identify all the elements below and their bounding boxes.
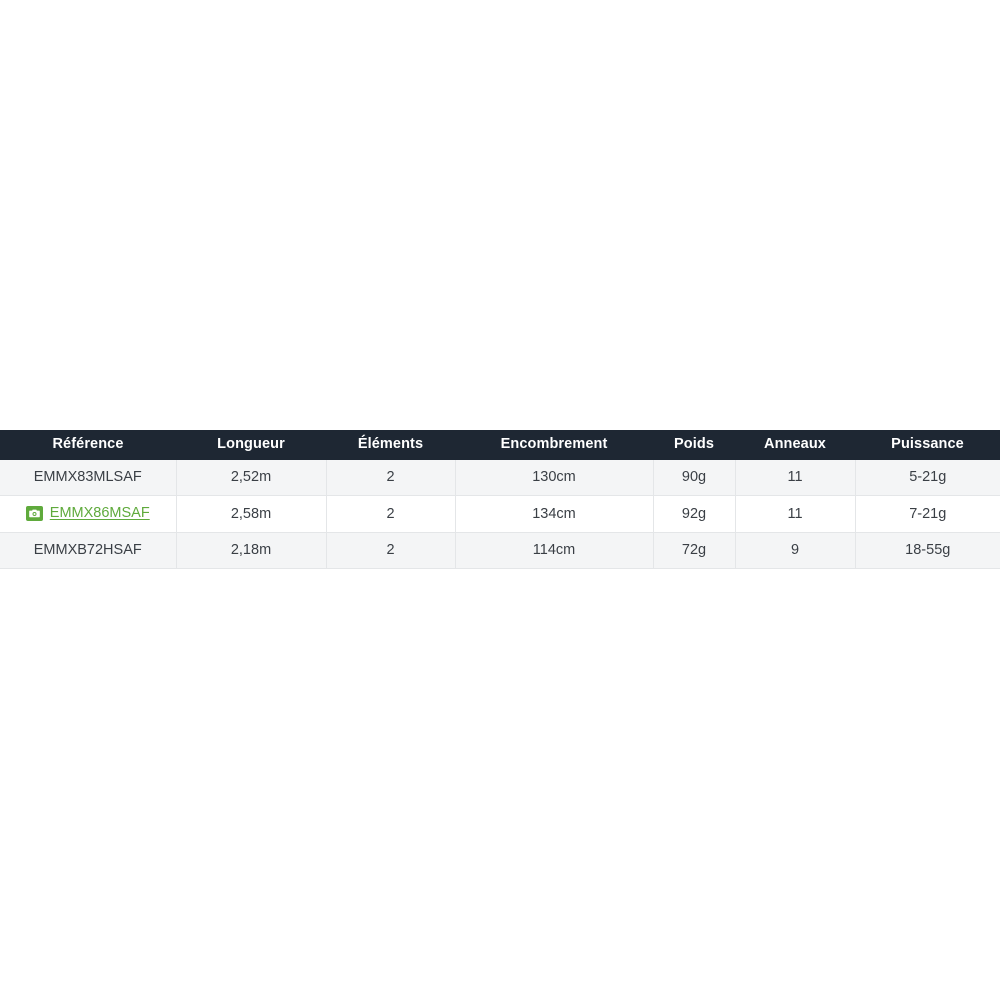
column-header-elements: Éléments xyxy=(357,436,424,452)
column-header-encombrement: Encombrement xyxy=(500,436,608,452)
cell-elements: 2 xyxy=(326,495,456,533)
cell-longueur: 2,52m xyxy=(176,460,327,496)
table-row: EMMX83MLSAF 2,52m 2 130cm 90g 11 5-21g xyxy=(0,460,1000,496)
table-body: EMMX83MLSAF 2,52m 2 130cm 90g 11 5-21g xyxy=(0,460,1000,569)
camera-icon[interactable] xyxy=(25,506,43,521)
cell-encombrement: 134cm xyxy=(455,495,654,533)
cell-puissance: 7-21g xyxy=(855,495,1000,533)
column-header-longueur: Longueur xyxy=(217,436,285,452)
cell-poids: 72g xyxy=(653,532,736,569)
column-header-anneaux: Anneaux xyxy=(764,436,826,452)
reference-text: EMMXB72HSAF xyxy=(33,542,142,558)
cell-longueur: 2,18m xyxy=(176,532,327,569)
cell-reference: EMMX83MLSAF xyxy=(0,460,177,496)
column-header-reference: Référence xyxy=(52,436,124,452)
table-row: EMMX86MSAF 2,58m 2 134cm 92g 11 7-21g xyxy=(0,495,1000,533)
cell-anneaux: 9 xyxy=(735,532,856,569)
column-header-poids: Poids xyxy=(674,436,714,452)
cell-encombrement: 130cm xyxy=(455,460,654,496)
column-header-puissance: Puissance xyxy=(891,436,964,452)
cell-elements: 2 xyxy=(326,532,456,569)
specifications-table: Référence Longueur Éléments Encombrement… xyxy=(0,430,1000,569)
reference-text: EMMX83MLSAF xyxy=(33,469,142,485)
spec-table-container: Référence Longueur Éléments Encombrement… xyxy=(0,430,1000,569)
reference-link[interactable]: EMMX86MSAF xyxy=(49,505,150,521)
cell-reference: EMMX86MSAF xyxy=(0,495,177,533)
cell-puissance: 5-21g xyxy=(855,460,1000,496)
cell-anneaux: 11 xyxy=(735,495,856,533)
cell-longueur: 2,58m xyxy=(176,495,327,533)
cell-elements: 2 xyxy=(326,460,456,496)
table-row: EMMXB72HSAF 2,18m 2 114cm 72g 9 18-55g xyxy=(0,532,1000,569)
table-header-row: Référence Longueur Éléments Encombrement… xyxy=(0,430,1000,460)
cell-reference: EMMXB72HSAF xyxy=(0,532,177,569)
cell-poids: 90g xyxy=(653,460,736,496)
cell-poids: 92g xyxy=(653,495,736,533)
table-header: Référence Longueur Éléments Encombrement… xyxy=(0,430,1000,460)
cell-puissance: 18-55g xyxy=(855,532,1000,569)
cell-anneaux: 11 xyxy=(735,460,856,496)
cell-encombrement: 114cm xyxy=(455,532,654,569)
